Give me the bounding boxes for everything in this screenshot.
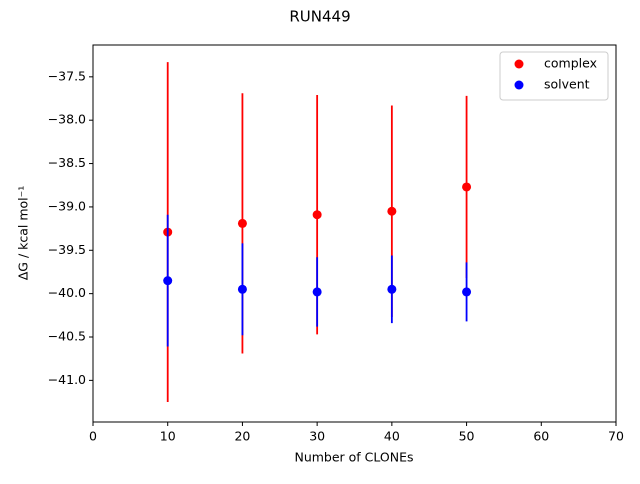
y-axis-label: ΔG / kcal mol⁻¹ — [16, 186, 31, 281]
point — [462, 182, 472, 192]
point — [387, 206, 397, 216]
chart-title: RUN449 — [289, 8, 350, 26]
y-tick-label: −38.0 — [48, 112, 86, 127]
y-tick-label: −37.5 — [48, 68, 86, 83]
point — [237, 218, 247, 228]
x-tick-label: 10 — [160, 429, 176, 444]
point — [312, 287, 322, 297]
legend-marker — [514, 59, 524, 69]
x-tick-label: 20 — [234, 429, 250, 444]
x-tick-label: 50 — [459, 429, 475, 444]
plot-frame — [92, 44, 617, 423]
y-tick-label: −39.0 — [48, 198, 86, 213]
y-tick-label: −41.0 — [48, 372, 86, 387]
y-tick-label: −40.5 — [48, 329, 86, 344]
x-tick-label: 60 — [533, 429, 549, 444]
point — [237, 284, 247, 294]
point — [387, 284, 397, 294]
point — [462, 287, 472, 297]
x-axis-label: Number of CLONEs — [294, 450, 413, 465]
x-tick-label: 0 — [89, 429, 97, 444]
legend-box — [499, 51, 609, 101]
legend-label: complex — [544, 56, 597, 71]
x-tick-label: 70 — [608, 429, 624, 444]
legend-label: solvent — [544, 77, 590, 92]
point — [163, 276, 173, 286]
point — [312, 210, 322, 220]
legend-marker — [514, 80, 524, 90]
y-tick-label: −40.0 — [48, 285, 86, 300]
x-tick-label: 40 — [384, 429, 400, 444]
y-tick-label: −39.5 — [48, 242, 86, 257]
y-tick-label: −38.5 — [48, 155, 86, 170]
x-tick-label: 30 — [309, 429, 325, 444]
